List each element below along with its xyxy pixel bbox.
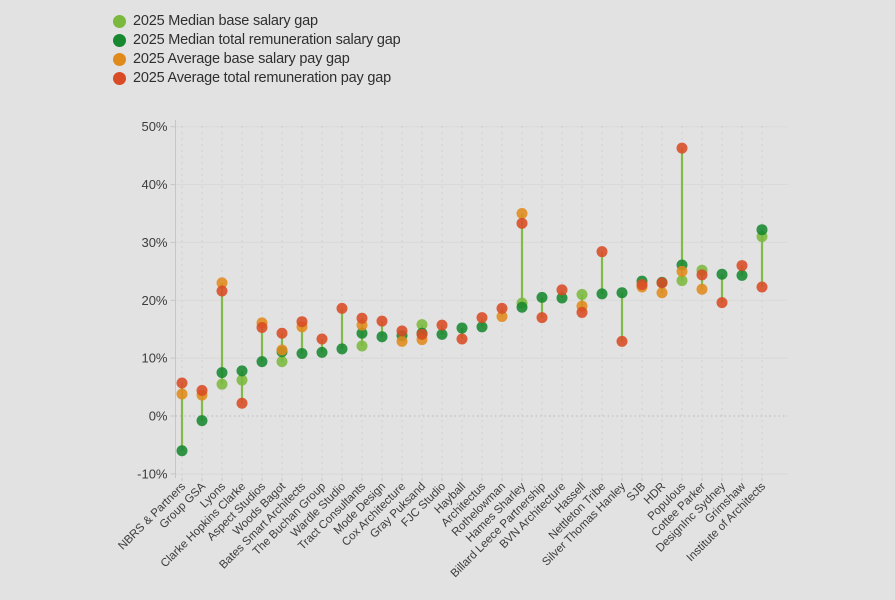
data-point-avg_base[interactable]: Rothelowman — 2025 Average base salary p… xyxy=(496,310,508,322)
data-point-avg_base[interactable]: Woods Bagot — 2025 Average base salary p… xyxy=(276,344,288,356)
legend-item-avg_total[interactable]: 2025 Average total remuneration pay gap xyxy=(113,70,400,86)
data-point-avg_total[interactable]: Cottee Parker — 2025 Average total remun… xyxy=(696,269,708,281)
data-point-median_total[interactable]: NBRS & Partners — 2025 Median total remu… xyxy=(176,445,188,457)
data-point-median_total[interactable]: Tract Consultants — 2025 Median total re… xyxy=(356,327,368,339)
data-point-avg_total[interactable]: Gray Puksand — 2025 Average total remune… xyxy=(416,328,428,340)
data-point-median_total[interactable]: Aspect Studios — 2025 Median total remun… xyxy=(256,356,268,368)
legend: 2025 Median base salary gap 2025 Median t… xyxy=(113,13,401,86)
data-point-avg_total[interactable]: Hassell — 2025 Average total remuneratio… xyxy=(576,306,588,318)
y-axis-label: 0% xyxy=(149,409,168,424)
data-point-avg_base[interactable]: NBRS & Partners — 2025 Average base sala… xyxy=(176,388,188,400)
data-point-avg_base[interactable]: Cox Architecture — 2025 Average base sal… xyxy=(396,335,408,347)
data-point-median_base[interactable]: Populous — 2025 Median base salary gap: … xyxy=(676,275,688,287)
data-point-avg_base[interactable]: Populous — 2025 Average base salary pay … xyxy=(676,265,688,277)
data-point-median_total[interactable]: FJC Studio — 2025 Median total remunerat… xyxy=(436,328,448,340)
data-point-median_total[interactable]: Institute of Architects — 2025 Median to… xyxy=(756,224,768,236)
data-point-median_total[interactable]: Lyons — 2025 Median total remuneration s… xyxy=(216,367,228,379)
data-point-avg_total[interactable]: Billard Leece Partnership — 2025 Average… xyxy=(536,312,548,324)
data-point-avg_total[interactable]: Clarke Hopkins Clarke — 2025 Average tot… xyxy=(236,397,248,409)
data-point-median_total[interactable]: Group GSA — 2025 Median total remunerati… xyxy=(196,415,208,427)
data-point-avg_total[interactable]: Rothelowman — 2025 Average total remuner… xyxy=(496,302,508,314)
legend-item-median_total[interactable]: 2025 Median total remuneration salary ga… xyxy=(113,32,401,48)
data-point-median_base[interactable]: Hassell — 2025 Median base salary gap: 2… xyxy=(576,288,588,300)
data-point-median_base[interactable]: Lyons — 2025 Median base salary gap: 5.5… xyxy=(216,378,228,390)
data-point-avg_total[interactable]: NBRS & Partners — 2025 Average total rem… xyxy=(176,377,188,389)
data-point-avg_base[interactable]: HDR — 2025 Average base salary pay gap: … xyxy=(656,287,668,299)
data-point-median_total[interactable]: Clarke Hopkins Clarke — 2025 Median tota… xyxy=(236,365,248,377)
data-point-avg_total[interactable]: Woods Bagot — 2025 Average total remuner… xyxy=(276,327,288,339)
data-point-median_total[interactable]: Architectus — 2025 Median total remunera… xyxy=(476,321,488,333)
legend-label: 2025 Average total remuneration pay gap xyxy=(133,70,391,86)
data-point-avg_total[interactable]: Hames Sharley — 2025 Average total remun… xyxy=(516,217,528,229)
data-point-median_total[interactable]: BVN Architecture — 2025 Median total rem… xyxy=(556,292,568,304)
data-point-avg_total[interactable]: Hayball — 2025 Average total remuneratio… xyxy=(456,333,468,345)
legend-label: 2025 Median base salary gap xyxy=(133,13,318,29)
legend-swatch-icon xyxy=(113,33,126,47)
data-point-avg_total[interactable]: BVN Architecture — 2025 Average total re… xyxy=(556,284,568,296)
legend-swatch-icon xyxy=(113,14,126,28)
y-axis-label: 40% xyxy=(141,177,167,192)
data-point-median_total[interactable]: Hayball — 2025 Median total remuneration… xyxy=(456,322,468,334)
data-point-avg_total[interactable]: Mode Design — 2025 Average total remuner… xyxy=(376,315,388,327)
legend-label: 2025 Median total remuneration salary ga… xyxy=(133,32,401,48)
legend-swatch-icon xyxy=(113,52,126,66)
data-point-median_total[interactable]: Wardle Studio — 2025 Median total remune… xyxy=(336,343,348,355)
data-point-avg_base[interactable]: Hames Sharley — 2025 Average base salary… xyxy=(516,207,528,219)
data-point-avg_total[interactable]: Aspect Studios — 2025 Average total remu… xyxy=(256,321,268,333)
data-point-median_total[interactable]: Silver Thomas Hanley — 2025 Median total… xyxy=(616,287,628,299)
data-point-avg_base[interactable]: Cottee Parker — 2025 Average base salary… xyxy=(696,283,708,295)
data-point-median_total[interactable]: Nettleton Tribe — 2025 Median total remu… xyxy=(596,288,608,300)
data-point-median_total[interactable]: DesignInc Sydney — 2025 Median total rem… xyxy=(716,268,728,280)
y-axis-label: 50% xyxy=(141,119,167,134)
data-point-avg_total[interactable]: HDR — 2025 Average total remuneration pa… xyxy=(656,277,668,289)
legend-label: 2025 Average base salary pay gap xyxy=(133,51,350,67)
data-point-median_total[interactable]: Bates Smart Architects — 2025 Median tot… xyxy=(296,348,308,360)
data-point-avg_total[interactable]: Wardle Studio — 2025 Average total remun… xyxy=(336,302,348,314)
data-point-avg_total[interactable]: SJB — 2025 Average total remuneration pa… xyxy=(636,279,648,291)
data-point-avg_total[interactable]: Grimshaw — 2025 Average total remunerati… xyxy=(736,260,748,272)
data-point-median_base[interactable]: Woods Bagot — 2025 Median base salary ga… xyxy=(276,356,288,368)
data-point-avg_total[interactable]: Nettleton Tribe — 2025 Average total rem… xyxy=(596,246,608,258)
y-axis-label: 20% xyxy=(141,293,167,308)
data-point-avg_total[interactable]: DesignInc Sydney — 2025 Average total re… xyxy=(716,297,728,309)
data-point-avg_total[interactable]: Architectus — 2025 Average total remuner… xyxy=(476,312,488,324)
data-point-avg_total[interactable]: Cox Architecture — 2025 Average total re… xyxy=(396,325,408,337)
data-point-median_total[interactable]: Billard Leece Partnership — 2025 Median … xyxy=(536,291,548,303)
y-axis-label: 10% xyxy=(141,351,167,366)
data-point-avg_total[interactable]: Populous — 2025 Average total remunerati… xyxy=(676,142,688,154)
legend-swatch-icon xyxy=(113,71,126,85)
legend-item-avg_base[interactable]: 2025 Average base salary pay gap xyxy=(113,51,400,67)
data-point-avg_base[interactable]: Lyons — 2025 Average base salary pay gap… xyxy=(216,277,228,289)
data-point-avg_total[interactable]: Lyons — 2025 Average total remuneration … xyxy=(216,285,228,297)
data-point-median_total[interactable]: Grimshaw — 2025 Median total remuneratio… xyxy=(736,269,748,281)
data-point-median_total[interactable]: The Buchan Group — 2025 Median total rem… xyxy=(316,346,328,358)
data-point-avg_total[interactable]: FJC Studio — 2025 Average total remunera… xyxy=(436,319,448,331)
legend-item-median_base[interactable]: 2025 Median base salary gap xyxy=(113,13,400,29)
data-point-avg_total[interactable]: Group GSA — 2025 Average total remunerat… xyxy=(196,385,208,397)
data-point-avg_total[interactable]: Bates Smart Architects — 2025 Average to… xyxy=(296,316,308,328)
data-point-avg_total[interactable]: The Buchan Group — 2025 Average total re… xyxy=(316,333,328,345)
data-point-avg_total[interactable]: Institute of Architects — 2025 Average t… xyxy=(756,281,768,293)
data-point-median_base[interactable]: Clarke Hopkins Clarke — 2025 Median base… xyxy=(236,374,248,386)
y-axis-label: 30% xyxy=(141,235,167,250)
data-point-median_total[interactable]: Hames Sharley — 2025 Median total remune… xyxy=(516,301,528,313)
data-point-avg_total[interactable]: Silver Thomas Hanley — 2025 Average tota… xyxy=(616,335,628,347)
data-point-median_total[interactable]: Mode Design — 2025 Median total remunera… xyxy=(376,331,388,343)
data-point-median_base[interactable]: Tract Consultants — 2025 Median base sal… xyxy=(356,340,368,352)
data-point-avg_total[interactable]: Tract Consultants — 2025 Average total r… xyxy=(356,312,368,324)
y-axis-label: -10% xyxy=(137,466,168,481)
data-point-median_base[interactable]: Gray Puksand — 2025 Median base salary g… xyxy=(416,319,428,331)
